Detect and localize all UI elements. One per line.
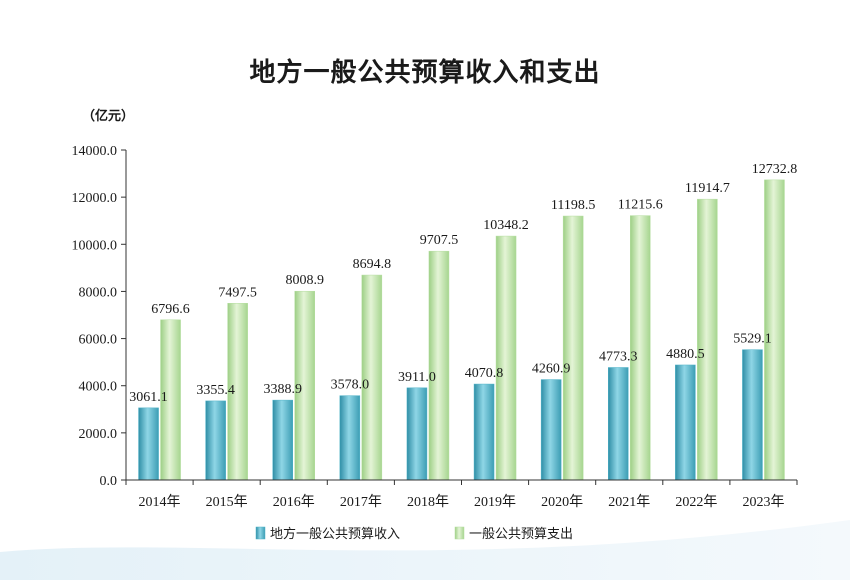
y-tick-label: 2000.0 xyxy=(79,427,118,442)
data-label-expense: 6796.6 xyxy=(151,302,190,317)
legend-swatch-income xyxy=(255,526,266,540)
legend-label-income: 地方一般公共预算收入 xyxy=(270,526,400,542)
y-tick-label: 12000.0 xyxy=(72,191,118,206)
data-label-expense: 8008.9 xyxy=(286,273,325,288)
data-label-income: 3388.9 xyxy=(264,382,303,397)
bars xyxy=(138,179,785,481)
bar-expense xyxy=(630,215,651,481)
data-label-income: 4070.8 xyxy=(465,366,504,381)
bar-expense xyxy=(562,215,584,481)
y-tick-label: 4000.0 xyxy=(79,380,118,395)
value-labels: 3061.1 6796.6 3355.4 7497.5 3388.9 8008.9 3578… xyxy=(129,162,797,405)
bar-income xyxy=(339,395,361,481)
data-label-expense: 11914.7 xyxy=(685,181,730,196)
bar-income xyxy=(540,379,562,481)
data-label-income: 4880.5 xyxy=(666,347,705,362)
x-tick-label: 2020年 xyxy=(541,494,583,510)
y-tick-label: 0.0 xyxy=(100,474,118,489)
data-label-income: 4260.9 xyxy=(532,362,571,377)
y-tick-label: 8000.0 xyxy=(79,285,118,300)
data-label-income: 5529.1 xyxy=(733,332,772,347)
x-axis: 2014年 2015年 2016年 2017年 2018年 2019年 2020年 2021年… xyxy=(125,479,798,510)
y-axis: 0.0 2000.0 4000.0 6000.0 8000.0 10000.0 12000.… xyxy=(72,144,127,489)
y-tick-label: 10000.0 xyxy=(72,238,118,253)
x-tick-label: 2023年 xyxy=(742,494,784,510)
chart-title: 地方一般公共预算收入和支出 xyxy=(249,58,601,88)
data-label-income: 3061.1 xyxy=(129,390,168,405)
x-tick-label: 2019年 xyxy=(474,494,516,510)
x-tick-label: 2016年 xyxy=(273,494,315,510)
x-tick-label: 2022年 xyxy=(675,494,717,510)
x-tick-label: 2017年 xyxy=(340,494,382,510)
data-label-expense: 11198.5 xyxy=(551,198,595,213)
bar-income xyxy=(272,399,293,481)
data-label-income: 4773.3 xyxy=(599,349,638,364)
data-label-expense: 10348.2 xyxy=(483,218,529,233)
bar-income xyxy=(205,400,226,481)
data-label-expense: 7497.5 xyxy=(218,285,257,300)
bar-income xyxy=(406,387,428,481)
legend-label-expense: 一般公共预算支出 xyxy=(469,526,573,542)
x-tick-label: 2014年 xyxy=(139,494,181,510)
bar-income xyxy=(675,364,696,481)
legend: 地方一般公共预算收入 一般公共预算支出 xyxy=(255,526,573,542)
x-tick-label: 2015年 xyxy=(206,494,248,510)
x-tick-label: 2021年 xyxy=(608,494,650,510)
bar-income xyxy=(473,383,495,481)
bar-income xyxy=(742,349,763,481)
background-wave xyxy=(0,520,850,580)
y-tick-label: 14000.0 xyxy=(72,144,118,159)
data-label-expense: 11215.6 xyxy=(618,198,663,213)
y-axis-unit-label: （亿元） xyxy=(82,108,134,124)
bar-income xyxy=(608,367,629,481)
x-tick-label: 2018年 xyxy=(407,494,449,510)
data-label-expense: 8694.8 xyxy=(353,257,392,272)
y-tick-label: 6000.0 xyxy=(79,333,118,348)
data-label-income: 3578.0 xyxy=(331,378,370,393)
bar-expense xyxy=(697,198,718,481)
data-label-expense: 12732.8 xyxy=(752,162,798,177)
data-label-expense: 9707.5 xyxy=(420,233,459,248)
bar-income xyxy=(138,407,159,481)
data-label-income: 3355.4 xyxy=(196,383,235,398)
legend-swatch-expense xyxy=(454,526,465,540)
bar-expense xyxy=(495,235,517,481)
bar-expense xyxy=(764,179,785,481)
data-label-income: 3911.0 xyxy=(398,370,436,385)
bar-expense xyxy=(428,250,450,481)
